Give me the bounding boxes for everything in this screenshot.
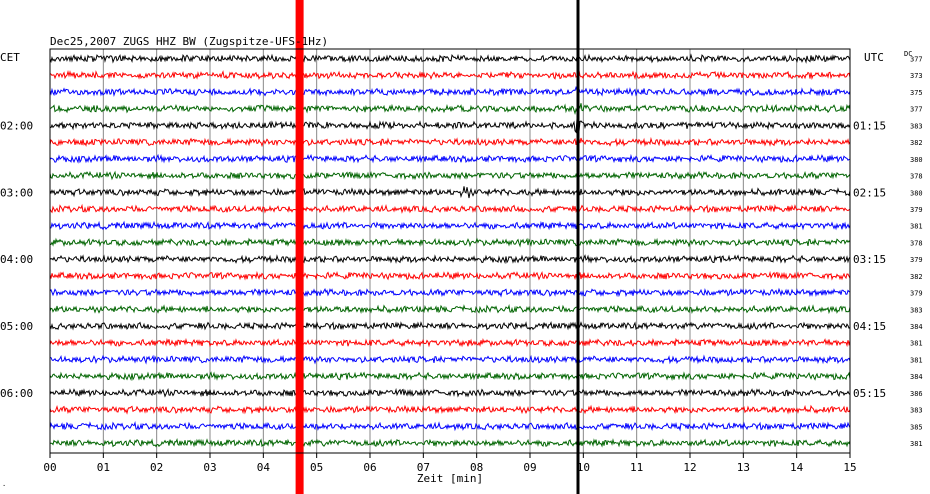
dc-value: 385 xyxy=(910,423,923,431)
corner-mark: . xyxy=(2,480,6,488)
x-tick-label: 13 xyxy=(737,461,750,474)
dc-value: 377 xyxy=(910,106,923,114)
trace-row xyxy=(49,53,851,64)
dc-value: 382 xyxy=(910,273,923,281)
cet-hour-labels: 02:00 03:00 04:00 05:00 06:00 xyxy=(0,119,33,400)
dc-value: 378 xyxy=(910,173,923,181)
x-tick-label: 06 xyxy=(363,461,376,474)
trace-row xyxy=(49,102,851,115)
utc-hour-label: 01:15 xyxy=(853,119,886,132)
trace-row xyxy=(49,320,851,331)
dc-value: 379 xyxy=(910,256,923,264)
x-tick-label: 12 xyxy=(683,461,696,474)
trace-row xyxy=(49,437,851,448)
utc-hour-labels: 01:15 02:15 03:15 04:15 05:15 xyxy=(853,119,886,400)
x-tick-label: 02 xyxy=(150,461,163,474)
dc-value: 384 xyxy=(910,323,923,331)
plot-frame xyxy=(49,48,851,454)
trace-row xyxy=(49,371,851,382)
x-tick-label: 05 xyxy=(310,461,323,474)
dc-label: DC xyxy=(904,50,912,58)
trace-row xyxy=(49,203,851,214)
x-tick-label: 15 xyxy=(843,461,856,474)
trace-row xyxy=(49,170,851,181)
x-tick-label: 14 xyxy=(790,461,804,474)
trace-row xyxy=(49,186,851,199)
dc-value: 378 xyxy=(910,239,923,247)
event-markers xyxy=(295,0,580,494)
trace-row xyxy=(49,270,851,281)
trace-row xyxy=(49,254,851,265)
dc-value: 381 xyxy=(910,340,923,348)
utc-hour-label: 02:15 xyxy=(853,186,886,199)
trace-row xyxy=(49,404,851,415)
dc-value: 384 xyxy=(910,373,923,381)
utc-hour-label: 05:15 xyxy=(853,387,886,400)
x-tick-label: 09 xyxy=(523,461,536,474)
dc-value: 383 xyxy=(910,122,923,130)
x-tick-label: 07 xyxy=(417,461,430,474)
x-tick-label: 04 xyxy=(257,461,271,474)
dc-value: 381 xyxy=(910,440,923,448)
trace-row xyxy=(49,83,851,97)
chart-title: Dec25,2007 ZUGS HHZ BW (Zugspitze-UFS-1H… xyxy=(50,35,328,48)
trace-row xyxy=(49,136,851,148)
minute-grid xyxy=(102,49,798,453)
trace-row xyxy=(49,304,851,315)
seismic-traces xyxy=(49,53,851,448)
dc-value: 380 xyxy=(910,156,923,164)
dc-value: 379 xyxy=(910,290,923,298)
trace-row xyxy=(49,420,851,432)
trace-row xyxy=(49,337,851,348)
dc-value: 386 xyxy=(910,390,923,398)
x-axis-label: Zeit [min] xyxy=(417,472,483,485)
trace-row xyxy=(49,153,851,164)
trace-row xyxy=(49,220,851,231)
utc-hour-label: 03:15 xyxy=(853,253,886,266)
dc-value: 383 xyxy=(910,407,923,415)
cet-hour-label: 06:00 xyxy=(0,387,33,400)
cet-hour-label: 02:00 xyxy=(0,119,33,132)
trace-row xyxy=(49,69,851,81)
cet-hour-label: 04:00 xyxy=(0,253,33,266)
dc-value: 373 xyxy=(910,72,923,80)
dc-value: 381 xyxy=(910,223,923,231)
x-tick-label: 11 xyxy=(630,461,643,474)
x-tick-label: 03 xyxy=(203,461,216,474)
dc-value: 375 xyxy=(910,89,923,97)
trace-row xyxy=(49,237,851,248)
dc-value: 383 xyxy=(910,306,923,314)
cet-hour-label: 03:00 xyxy=(0,186,33,199)
utc-label: UTC xyxy=(864,51,884,64)
trace-row xyxy=(50,354,851,365)
x-tick-label: 10 xyxy=(577,461,590,474)
cet-hour-label: 05:00 xyxy=(0,320,33,333)
dc-value: 377 xyxy=(910,56,923,64)
dc-offset-labels: 377 373 375 377 383 382 380 378 380 379 381 378 379 3… xyxy=(910,56,923,449)
trace-row xyxy=(49,387,851,398)
x-tick-label: 01 xyxy=(97,461,110,474)
x-tick-label: 00 xyxy=(43,461,56,474)
x-tick-label: 08 xyxy=(470,461,483,474)
utc-hour-label: 04:15 xyxy=(853,320,886,333)
trace-row xyxy=(49,287,851,298)
dc-value: 382 xyxy=(910,139,923,147)
dc-value: 380 xyxy=(910,189,923,197)
dc-value: 381 xyxy=(910,356,923,364)
x-axis-ticks: 00 01 02 03 04 05 06 07 08 09 10 11 12 13 14 15 xyxy=(43,453,857,474)
trace-row xyxy=(49,118,851,134)
cet-label: CET xyxy=(0,51,20,64)
dc-value: 379 xyxy=(910,206,923,214)
